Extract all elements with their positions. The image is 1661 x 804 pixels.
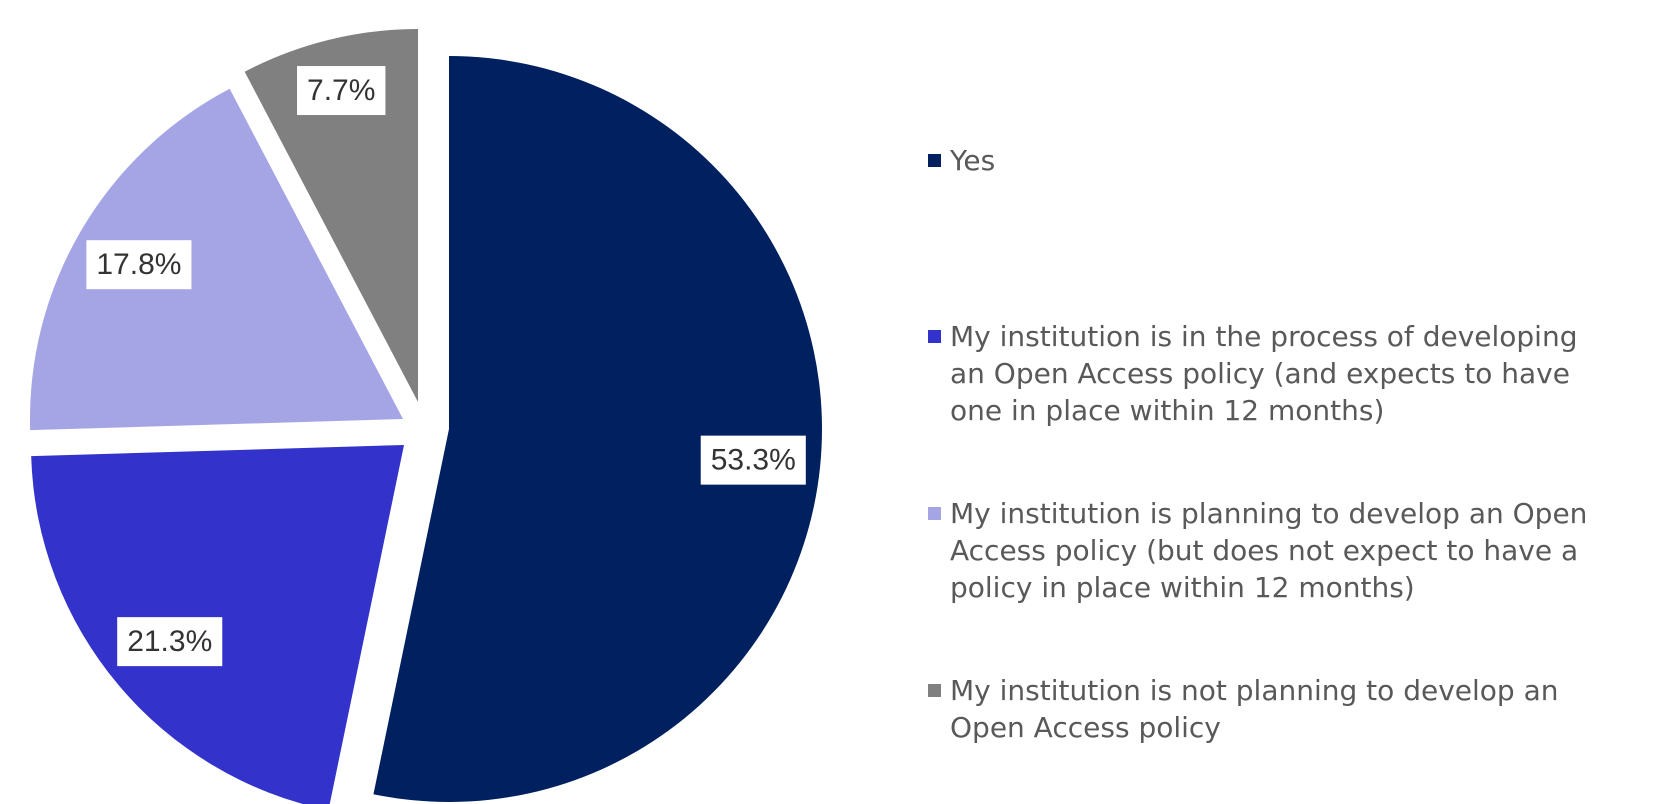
pie-slice-yes [373, 55, 823, 802]
legend-swatch-planning [928, 507, 941, 520]
legend-label-planning: My institution is planning to develop an… [950, 497, 1588, 604]
pie-data-label-bg-developing [117, 617, 223, 667]
legend-swatch-developing [928, 330, 941, 343]
legend-item-not-planning: My institution is not planning to develo… [928, 672, 1650, 746]
legend-item-yes: Yes [928, 142, 1650, 179]
legend-swatch-yes [928, 154, 941, 167]
legend-label-yes: Yes [950, 144, 996, 177]
pie-data-label-planning: 17.8% [96, 248, 181, 281]
legend-swatch-not-planning [928, 684, 941, 697]
pie-data-label-bg-not-planning [297, 66, 386, 116]
pie-slices [30, 28, 823, 804]
legend-label-developing: My institution is in the process of deve… [950, 320, 1578, 427]
legend-item-planning: My institution is planning to develop an… [928, 495, 1650, 606]
legend-item-developing: My institution is in the process of deve… [928, 318, 1650, 429]
pie-data-label-developing: 21.3% [127, 625, 212, 658]
pie-data-label-bg-yes [700, 435, 806, 485]
legend-label-not-planning: My institution is not planning to develo… [950, 674, 1559, 744]
pie-slice-not-planning [244, 28, 418, 402]
pie-labels: 53.3% 21.3% 17.8% 7.7% [86, 66, 806, 667]
pie-slice-planning [30, 88, 403, 431]
pie-data-label-bg-planning [86, 240, 192, 290]
pie-data-label-not-planning: 7.7% [307, 74, 375, 107]
pie-chart: 53.3% 21.3% 17.8% 7.7% [30, 28, 823, 804]
pie-data-label-yes: 53.3% [711, 444, 796, 477]
